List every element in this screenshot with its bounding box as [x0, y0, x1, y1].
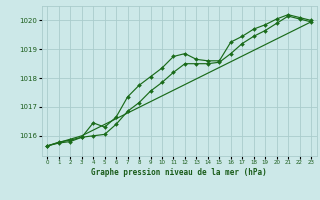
X-axis label: Graphe pression niveau de la mer (hPa): Graphe pression niveau de la mer (hPa) — [91, 168, 267, 177]
